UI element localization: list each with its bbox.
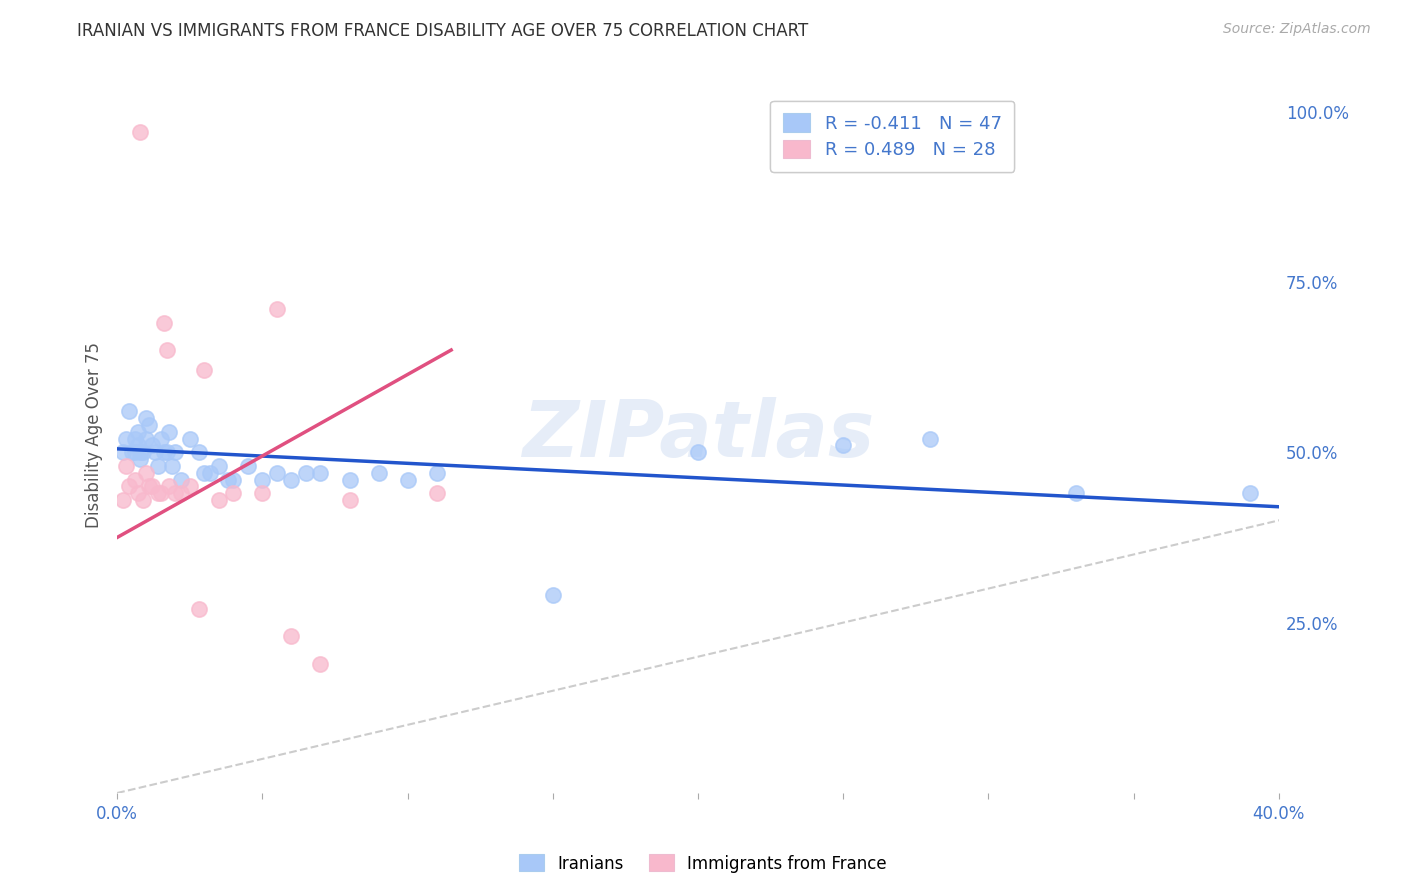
Point xyxy=(152,445,174,459)
Point xyxy=(121,445,143,459)
Text: ZIPatlas: ZIPatlas xyxy=(522,397,875,474)
Point xyxy=(295,466,318,480)
Point xyxy=(146,458,169,473)
Point xyxy=(222,473,245,487)
Point xyxy=(118,479,141,493)
Text: IRANIAN VS IMMIGRANTS FROM FRANCE DISABILITY AGE OVER 75 CORRELATION CHART: IRANIAN VS IMMIGRANTS FROM FRANCE DISABI… xyxy=(77,22,808,40)
Point xyxy=(138,417,160,432)
Point xyxy=(252,486,274,500)
Point xyxy=(217,473,239,487)
Point xyxy=(280,473,302,487)
Point xyxy=(367,466,389,480)
Point xyxy=(162,458,184,473)
Point xyxy=(146,486,169,500)
Point xyxy=(339,492,361,507)
Point xyxy=(426,486,449,500)
Point xyxy=(165,486,187,500)
Point xyxy=(127,425,149,439)
Point xyxy=(193,466,215,480)
Point xyxy=(135,432,157,446)
Legend: R = -0.411   N = 47, R = 0.489   N = 28: R = -0.411 N = 47, R = 0.489 N = 28 xyxy=(770,101,1014,172)
Point xyxy=(165,445,187,459)
Point xyxy=(143,445,166,459)
Point xyxy=(132,445,155,459)
Point xyxy=(124,473,146,487)
Point xyxy=(159,425,181,439)
Point xyxy=(127,438,149,452)
Point xyxy=(920,432,942,446)
Point xyxy=(266,302,288,317)
Point xyxy=(141,479,163,493)
Point xyxy=(236,458,259,473)
Point xyxy=(832,438,855,452)
Point xyxy=(155,445,177,459)
Point xyxy=(149,432,172,446)
Point xyxy=(170,486,193,500)
Point xyxy=(198,466,221,480)
Point xyxy=(309,657,332,671)
Point xyxy=(193,363,215,377)
Point xyxy=(541,588,564,602)
Point xyxy=(115,458,138,473)
Point xyxy=(280,629,302,643)
Point xyxy=(179,479,201,493)
Point xyxy=(686,445,709,459)
Point xyxy=(149,486,172,500)
Point xyxy=(252,473,274,487)
Point xyxy=(135,411,157,425)
Point xyxy=(208,458,231,473)
Point xyxy=(187,445,209,459)
Point xyxy=(339,473,361,487)
Point xyxy=(124,445,146,459)
Point xyxy=(309,466,332,480)
Point xyxy=(1064,486,1087,500)
Y-axis label: Disability Age Over 75: Disability Age Over 75 xyxy=(86,343,103,528)
Point xyxy=(1239,486,1261,500)
Point xyxy=(208,492,231,507)
Point xyxy=(111,445,134,459)
Point xyxy=(129,445,152,459)
Point xyxy=(155,343,177,357)
Point xyxy=(129,452,152,467)
Legend: Iranians, Immigrants from France: Iranians, Immigrants from France xyxy=(513,847,893,880)
Point xyxy=(141,438,163,452)
Text: Source: ZipAtlas.com: Source: ZipAtlas.com xyxy=(1223,22,1371,37)
Point xyxy=(426,466,449,480)
Point xyxy=(152,316,174,330)
Point xyxy=(396,473,419,487)
Point xyxy=(138,479,160,493)
Point xyxy=(132,492,155,507)
Point xyxy=(135,466,157,480)
Point xyxy=(187,602,209,616)
Point xyxy=(129,125,152,139)
Point xyxy=(179,432,201,446)
Point xyxy=(266,466,288,480)
Point xyxy=(222,486,245,500)
Point xyxy=(115,432,138,446)
Point xyxy=(124,432,146,446)
Point xyxy=(159,479,181,493)
Point xyxy=(111,492,134,507)
Point xyxy=(170,473,193,487)
Point xyxy=(127,486,149,500)
Point xyxy=(118,404,141,418)
